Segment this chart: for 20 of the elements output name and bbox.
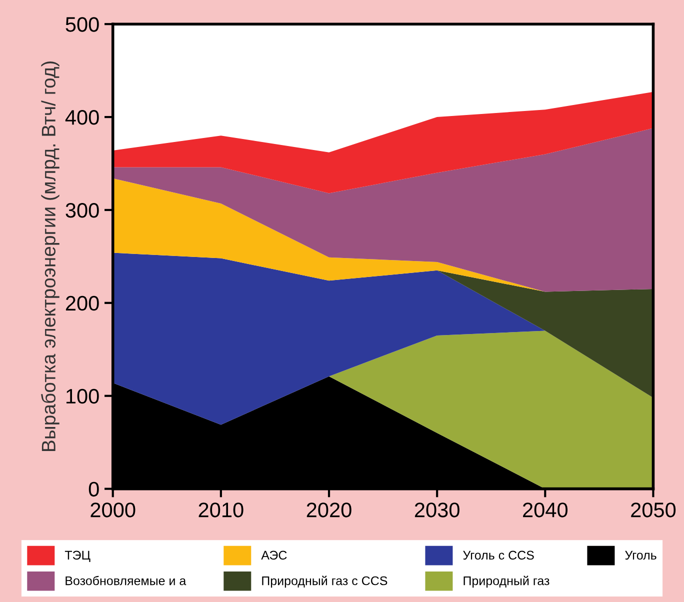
y-axis-title: Выработка электроэнергии (млрд. Втч/ год)	[41, 62, 60, 451]
y-tick-label: 0	[88, 482, 99, 497]
y-tick-label: 200	[66, 296, 99, 311]
legend-label: АЭС	[261, 550, 287, 560]
y-tick-label: 300	[66, 202, 99, 218]
y-tick-label: 100	[66, 388, 99, 404]
x-tick-label: 2000	[90, 502, 136, 518]
x-tick-label: 2050	[631, 502, 676, 518]
legend-label: Природный газ	[464, 576, 550, 588]
y-tick-label: 500	[66, 17, 99, 32]
x-tick-label: 2030	[414, 502, 460, 518]
x-tick-label: 2020	[306, 502, 352, 518]
y-tick-label: 400	[65, 110, 99, 125]
legend-label: Уголь	[625, 550, 656, 560]
legend-label: Возобновляемые и а	[66, 576, 186, 586]
legend-label: Уголь с CCS	[463, 550, 534, 560]
legend-label: Природный газ с CCS	[262, 576, 388, 588]
x-tick-label: 2040	[523, 502, 568, 518]
legend-label: ТЭЦ	[64, 550, 90, 562]
x-tick-label: 2010	[198, 502, 244, 518]
